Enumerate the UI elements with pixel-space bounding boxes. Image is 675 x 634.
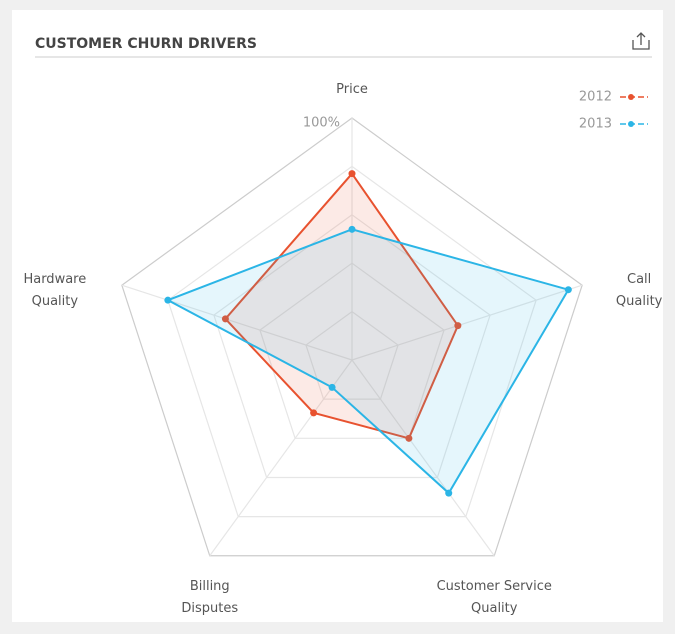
grid-ring [167, 165, 537, 518]
data-point [405, 434, 413, 442]
axis-label: Billing Disputes [181, 578, 239, 616]
spoke [121, 284, 353, 361]
legend-label: 2013 [579, 117, 612, 132]
legend-label: 2012 [579, 90, 612, 105]
grid-ring [305, 310, 399, 400]
data-point [164, 296, 172, 304]
axis-label: Price [336, 82, 368, 97]
data-point [445, 489, 453, 497]
spoke [351, 359, 495, 557]
data-point [310, 409, 318, 417]
data-point [221, 315, 229, 323]
axis-label: Call Quality [615, 272, 663, 310]
legend-dot [628, 121, 634, 127]
series-area [165, 228, 570, 495]
data-point [564, 286, 572, 294]
card [12, 10, 663, 622]
data-point [348, 225, 356, 233]
share-icon[interactable] [632, 32, 650, 50]
spoke [351, 284, 583, 361]
spoke [209, 359, 353, 557]
legend-dot [628, 94, 634, 100]
chart-title: CUSTOMER CHURN DRIVERS [35, 36, 257, 52]
data-point [348, 170, 356, 178]
grid-ring [213, 214, 491, 479]
data-point [328, 383, 336, 391]
r-tick-label: 100% [303, 116, 340, 131]
data-point [454, 322, 462, 330]
series-area [224, 172, 460, 440]
grid-ring [121, 117, 583, 557]
axis-label: Customer Service Quality [436, 578, 552, 616]
axis-label: Hardware Quality [23, 272, 87, 310]
grid-ring [259, 262, 445, 439]
